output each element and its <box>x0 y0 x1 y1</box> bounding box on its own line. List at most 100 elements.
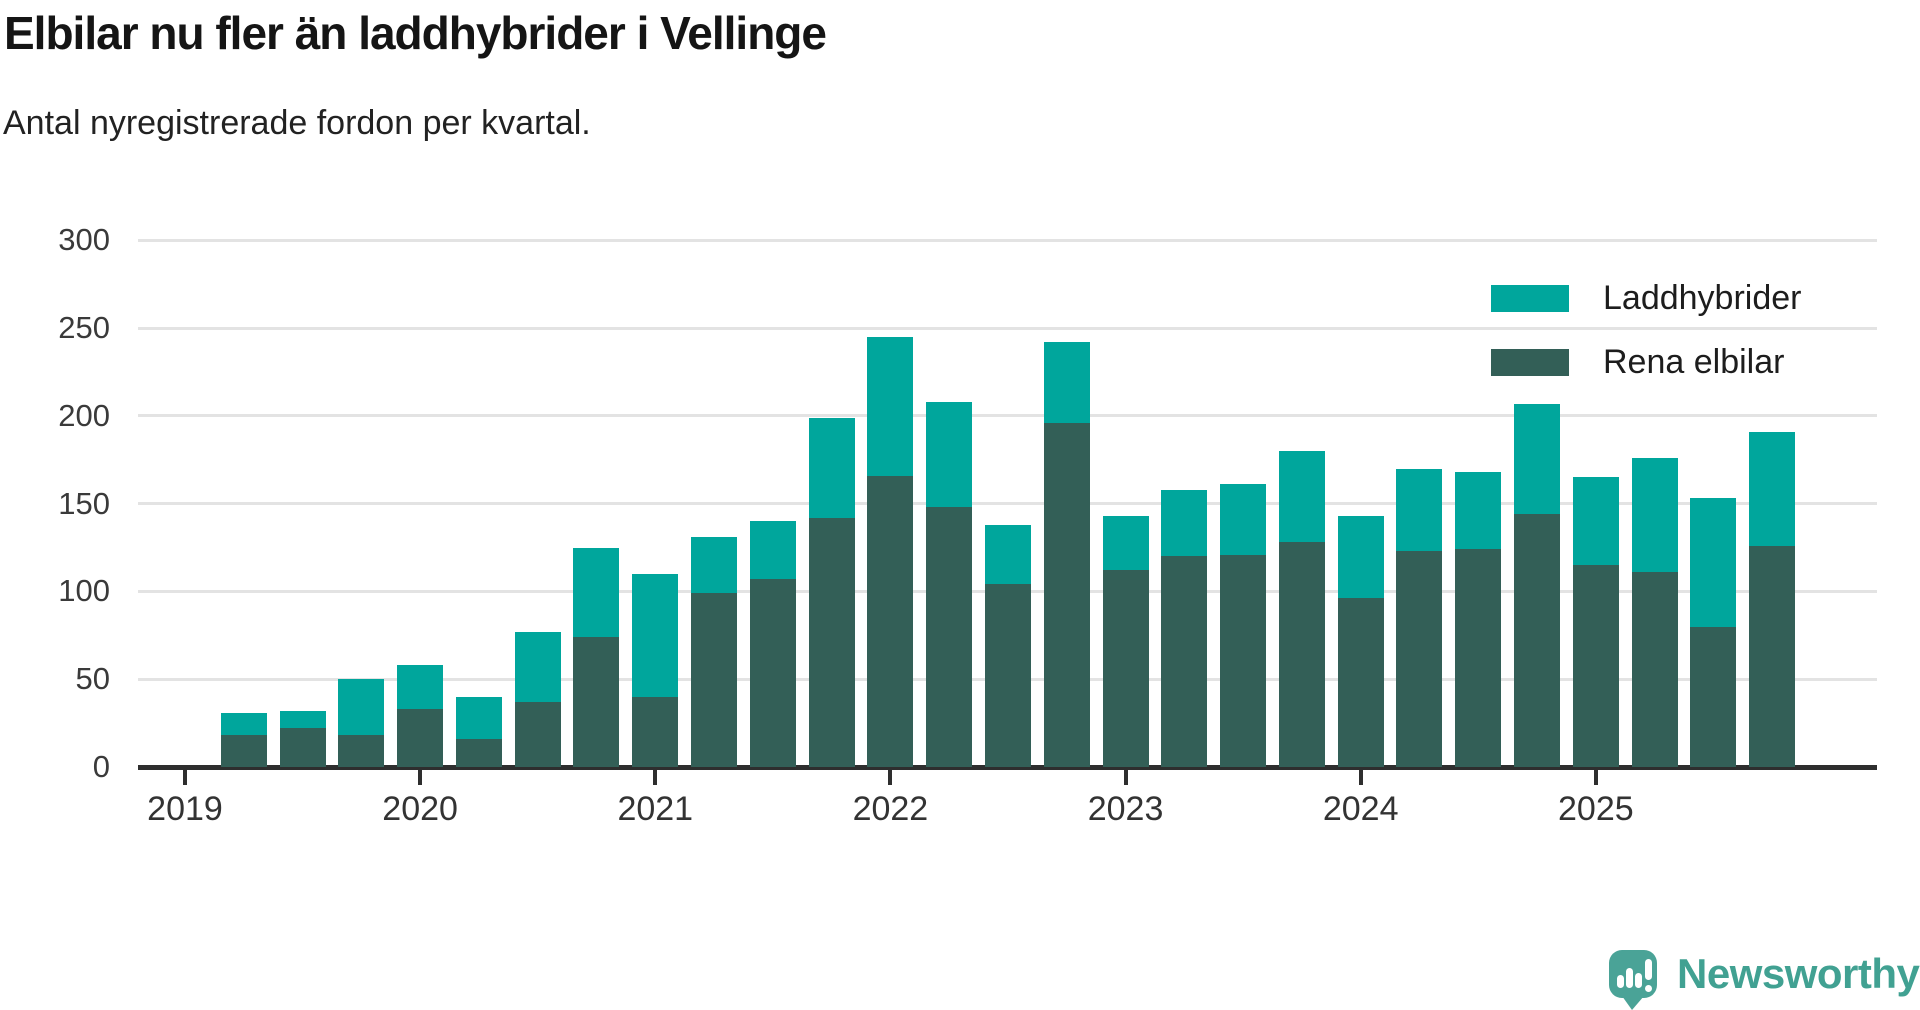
bar-segment-laddhybrider <box>1102 515 1149 571</box>
x-axis-label: 2021 <box>617 790 694 828</box>
legend-item-rena-elbilar: Rena elbilar <box>1491 345 1801 379</box>
x-axis-tick <box>888 770 893 785</box>
legend-swatch-laddhybrider <box>1491 284 1569 312</box>
bar-segment-laddhybrider <box>691 537 738 594</box>
bar-segment-rena-elbilar <box>455 738 502 767</box>
legend-label: Rena elbilar <box>1603 343 1785 381</box>
bar-segment-rena-elbilar <box>338 735 385 767</box>
bar-segment-laddhybrider <box>573 547 620 638</box>
x-axis-label: 2025 <box>1558 790 1634 828</box>
y-axis-label: 100 <box>58 573 110 609</box>
bar-segment-laddhybrider <box>338 679 385 736</box>
newsworthy-logo: Newsworthy <box>1609 950 1920 1010</box>
bar-segment-laddhybrider <box>1396 468 1443 552</box>
bar-segment-rena-elbilar <box>632 696 679 767</box>
bar-segment-rena-elbilar <box>1749 545 1796 767</box>
bar-segment-rena-elbilar <box>1043 422 1090 767</box>
bar-segment-laddhybrider <box>1337 515 1384 599</box>
bar-segment-rena-elbilar <box>1278 542 1325 767</box>
bar-segment-rena-elbilar <box>1396 551 1443 767</box>
bar-segment-rena-elbilar <box>1572 565 1619 767</box>
bar-segment-laddhybrider <box>1631 458 1678 573</box>
y-axis-label: 200 <box>58 397 110 433</box>
bar-segment-laddhybrider <box>279 710 326 729</box>
x-axis-label: 2024 <box>1322 790 1399 828</box>
x-axis-label: 2022 <box>852 790 929 828</box>
gridline <box>138 414 1877 418</box>
bar-segment-laddhybrider <box>749 521 796 580</box>
y-axis-label: 300 <box>58 222 110 258</box>
bar-segment-rena-elbilar <box>926 507 973 767</box>
x-axis-label: 2020 <box>382 790 458 828</box>
bar-segment-rena-elbilar <box>220 735 267 767</box>
x-axis-label: 2019 <box>147 790 223 828</box>
bar-segment-laddhybrider <box>926 401 973 508</box>
chart-title: Elbilar nu fler än laddhybrider i Vellin… <box>4 7 827 59</box>
bar-segment-rena-elbilar <box>1161 556 1208 767</box>
bar-segment-laddhybrider <box>867 336 914 476</box>
bar-segment-rena-elbilar <box>514 702 561 767</box>
gridline <box>138 326 1877 330</box>
chart-subtitle: Antal nyregistrerade fordon per kvartal. <box>3 104 591 142</box>
x-axis-tick <box>1123 770 1128 785</box>
bar-segment-laddhybrider <box>984 524 1031 585</box>
bar-segment-rena-elbilar <box>397 709 444 767</box>
gridline <box>138 238 1877 242</box>
gridline <box>138 502 1877 506</box>
bar-segment-laddhybrider <box>397 665 444 710</box>
x-axis-label: 2023 <box>1087 790 1164 828</box>
bar-chart-icon <box>1626 968 1633 988</box>
bar-segment-laddhybrider <box>1161 489 1208 557</box>
legend: Laddhybrider Rena elbilar <box>1491 281 1801 379</box>
bar-chart-icon <box>1617 975 1624 988</box>
bar-segment-rena-elbilar <box>1102 570 1149 767</box>
bar-segment-laddhybrider <box>1278 450 1325 543</box>
x-axis-tick <box>653 770 658 785</box>
bar-segment-rena-elbilar <box>1455 549 1502 767</box>
bar-segment-laddhybrider <box>1572 477 1619 566</box>
legend-label: Laddhybrider <box>1603 279 1802 317</box>
y-axis-label: 0 <box>92 749 110 784</box>
bar-segment-laddhybrider <box>1043 342 1090 423</box>
x-axis-line <box>138 765 1877 770</box>
bar-segment-laddhybrider <box>1455 472 1502 550</box>
exclamation-dot-icon <box>1645 985 1652 992</box>
bar-segment-rena-elbilar <box>1690 626 1737 767</box>
x-axis-tick <box>1358 770 1363 785</box>
bar-segment-laddhybrider <box>514 631 561 703</box>
bar-segment-rena-elbilar <box>573 637 620 767</box>
brand-name: Newsworthy <box>1677 950 1920 997</box>
bar-segment-laddhybrider <box>808 417 855 518</box>
y-axis-label: 50 <box>75 661 110 697</box>
y-axis-label: 150 <box>58 485 110 521</box>
bar-segment-laddhybrider <box>632 573 679 697</box>
bar-segment-laddhybrider <box>1690 498 1737 627</box>
bar-segment-rena-elbilar <box>1514 514 1561 767</box>
bubble-tail <box>1622 996 1644 1010</box>
bar-segment-laddhybrider <box>1749 431 1796 546</box>
newsworthy-bubble-icon <box>1609 950 1657 1010</box>
bar-segment-rena-elbilar <box>1220 554 1267 767</box>
x-axis-tick <box>418 770 423 785</box>
x-axis-tick <box>1593 770 1598 785</box>
bar-segment-laddhybrider <box>220 712 267 736</box>
bar-segment-rena-elbilar <box>808 517 855 767</box>
legend-swatch-rena-elbilar <box>1491 348 1569 376</box>
bar-segment-rena-elbilar <box>984 584 1031 767</box>
y-axis-label: 250 <box>58 310 110 346</box>
bar-segment-rena-elbilar <box>279 728 326 767</box>
legend-item-laddhybrider: Laddhybrider <box>1491 281 1801 315</box>
bar-segment-laddhybrider <box>1514 403 1561 515</box>
exclamation-icon <box>1645 959 1652 980</box>
bar-segment-laddhybrider <box>1220 484 1267 555</box>
x-axis-tick <box>183 770 187 785</box>
bar-segment-rena-elbilar <box>1631 572 1678 767</box>
bar-chart-icon <box>1635 973 1642 988</box>
bar-segment-laddhybrider <box>455 696 502 739</box>
bar-segment-rena-elbilar <box>749 579 796 767</box>
bar-segment-rena-elbilar <box>691 593 738 767</box>
bar-segment-rena-elbilar <box>867 475 914 767</box>
bar-segment-rena-elbilar <box>1337 598 1384 767</box>
